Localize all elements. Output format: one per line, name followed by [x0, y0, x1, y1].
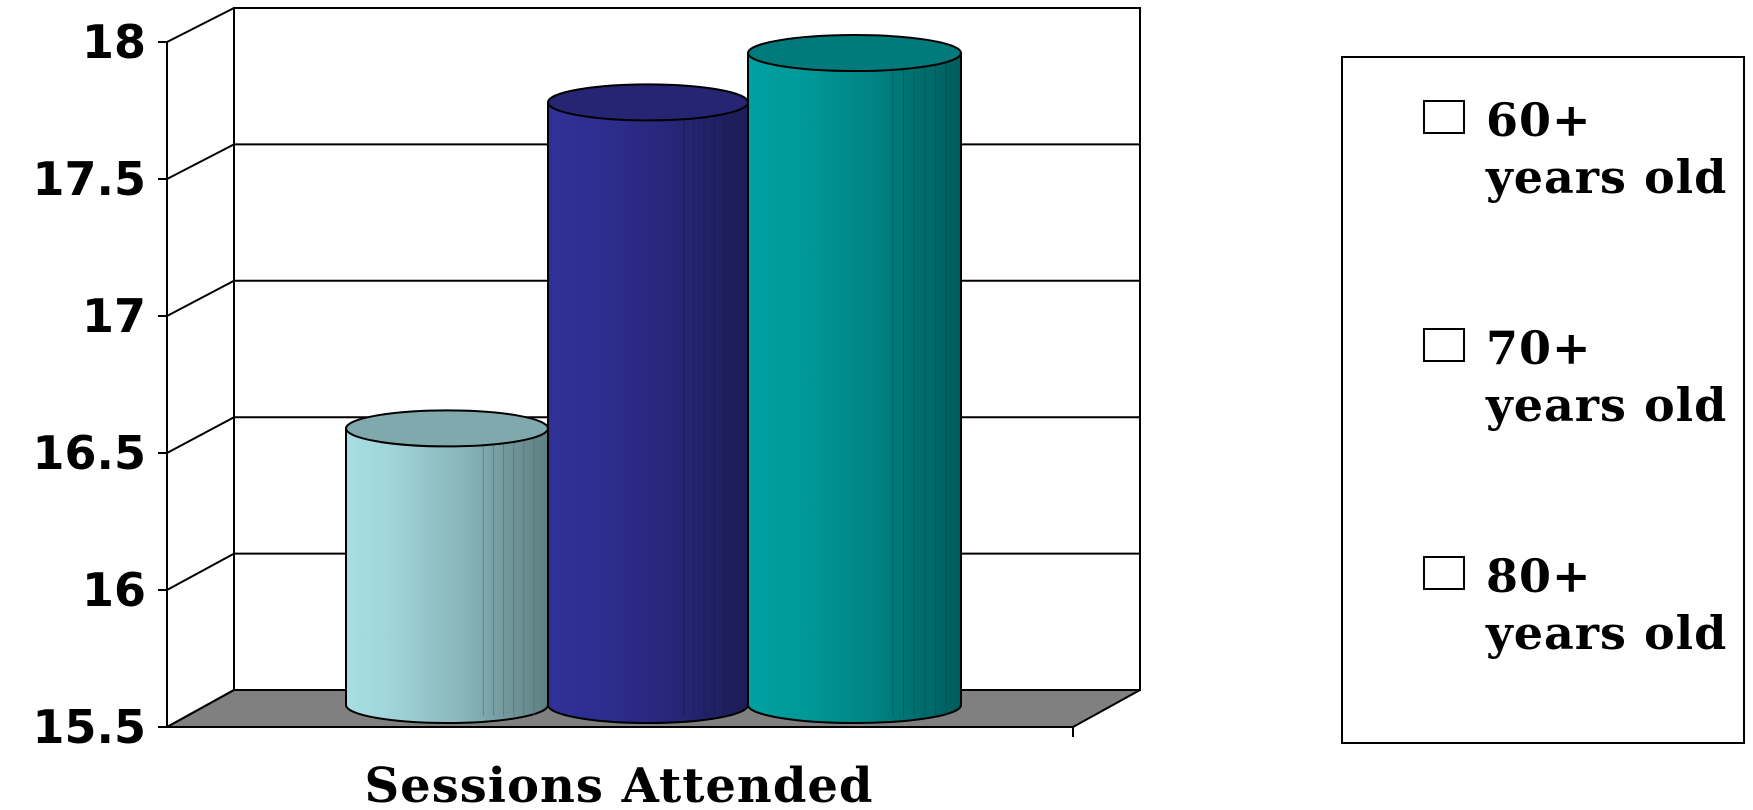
bar-top	[345, 409, 549, 448]
gridline-connector	[166, 689, 235, 728]
bar-body	[747, 52, 962, 724]
y-tick-label: 17	[82, 289, 146, 343]
bar-top	[747, 34, 962, 73]
chart-plot: 15.5 16 16.5 17 17.5 18 Sessions Attended	[33, 7, 1141, 810]
y-tick-label: 18	[82, 15, 146, 69]
y-tick-label: 16	[82, 563, 146, 617]
bar-top	[547, 83, 749, 122]
y-axis	[158, 41, 1074, 737]
legend-swatch-60	[1423, 100, 1465, 134]
y-tick-labels: 15.5 16 16.5 17 17.5 18	[33, 15, 147, 754]
legend-swatch-70	[1423, 328, 1465, 362]
bar-body	[345, 427, 549, 724]
legend: 60+ years old 70+ years old 80+ years ol…	[1341, 56, 1745, 744]
y-tick-label: 16.5	[33, 426, 147, 480]
y-tick-label: 15.5	[33, 700, 147, 754]
gridline-connector	[166, 279, 235, 317]
bars-group	[345, 34, 962, 724]
legend-swatch-80	[1423, 556, 1465, 590]
legend-label-70: 70+ years old	[1486, 321, 1728, 432]
gridline-connector	[166, 552, 235, 591]
category-label: Sessions Attended	[365, 758, 874, 810]
bar-3	[747, 34, 962, 724]
bar-2	[547, 83, 749, 724]
legend-label-80: 80+ years old	[1486, 549, 1728, 660]
gridline-connector	[166, 143, 235, 180]
legend-label-60: 60+ years old	[1486, 93, 1728, 204]
y-tick-label: 17.5	[33, 152, 147, 206]
bar-1	[345, 409, 549, 724]
gridline-connector	[166, 416, 235, 454]
bar-body	[547, 101, 749, 724]
gridline-connector	[166, 7, 235, 43]
